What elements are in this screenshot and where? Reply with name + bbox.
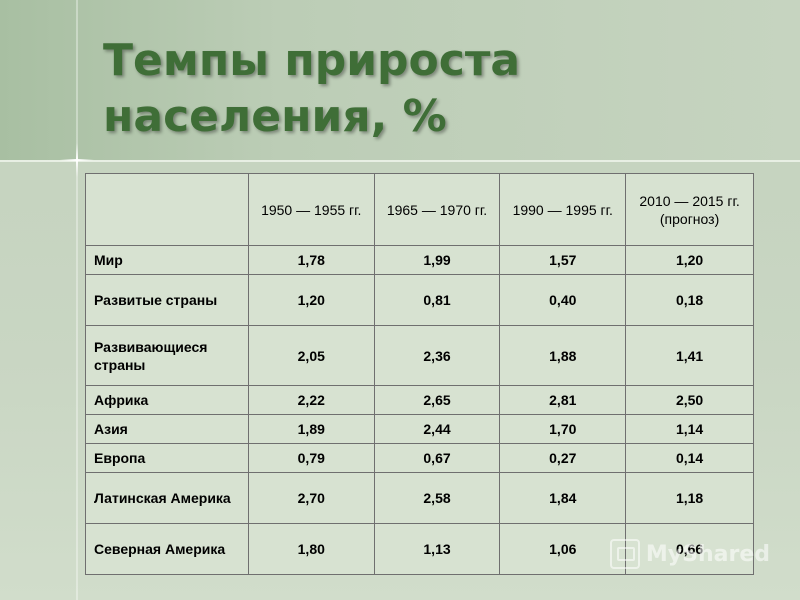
table-cell: 2,05 <box>247 325 375 386</box>
row-label: Северная Америка <box>85 523 249 575</box>
table-cell: 1,20 <box>247 274 375 326</box>
table-cell: 1,99 <box>373 245 501 275</box>
table-cell: 1,70 <box>499 414 627 444</box>
watermark-text: MyShared <box>645 541 770 567</box>
table-cell: 1,84 <box>499 472 627 524</box>
title-line-1: Темпы прироста <box>103 35 521 86</box>
table-row: Азия 1,89 2,44 1,70 1,14 <box>85 414 754 444</box>
table-header-cell: 2010 — 2015 гг. (прогноз) <box>625 173 754 246</box>
table-cell: 1,13 <box>373 523 501 575</box>
table-cell: 1,14 <box>625 414 754 444</box>
table-cell: 1,78 <box>247 245 375 275</box>
table-header-cell: 1965 — 1970 гг. <box>373 173 501 246</box>
row-label: Развитые страны <box>85 274 249 326</box>
table-header-cell: 1990 — 1995 гг. <box>499 173 627 246</box>
table-cell: 2,22 <box>247 385 375 415</box>
table-cell: 1,06 <box>499 523 627 575</box>
table-cell: 1,20 <box>625 245 754 275</box>
table-cell: 0,14 <box>625 443 754 473</box>
table-row: Развитые страны 1,20 0,81 0,40 0,18 <box>85 274 754 326</box>
table-cell: 2,36 <box>373 325 501 386</box>
table-cell: 1,80 <box>247 523 375 575</box>
vertical-accent-line <box>76 0 78 600</box>
table-cell: 1,57 <box>499 245 627 275</box>
table-cell: 1,89 <box>247 414 375 444</box>
table-cell: 0,66 <box>625 523 754 575</box>
header-divider <box>0 160 800 162</box>
row-label: Африка <box>85 385 249 415</box>
title-line-2: населения, % <box>103 91 447 142</box>
table-cell: 1,88 <box>499 325 627 386</box>
table-row: Развивающиеся страны 2,05 2,36 1,88 1,41 <box>85 325 754 386</box>
table-cell: 0,81 <box>373 274 501 326</box>
table-cell: 2,44 <box>373 414 501 444</box>
row-label: Развивающиеся страны <box>85 325 249 386</box>
table-row: Африка 2,22 2,65 2,81 2,50 <box>85 385 754 415</box>
table-row: Европа 0,79 0,67 0,27 0,14 <box>85 443 754 473</box>
header-band <box>0 0 800 160</box>
table-cell: 2,65 <box>373 385 501 415</box>
sparkle-vertical <box>76 143 78 177</box>
watermark: MyShared <box>610 538 770 570</box>
table-header-cell <box>85 173 249 246</box>
table-cell: 0,67 <box>373 443 501 473</box>
population-growth-table: 1950 — 1955 гг. 1965 — 1970 гг. 1990 — 1… <box>85 173 754 575</box>
table-row: Мир 1,78 1,99 1,57 1,20 <box>85 245 754 275</box>
row-label: Латинская Америка <box>85 472 249 524</box>
table-cell: 0,40 <box>499 274 627 326</box>
table-cell: 2,58 <box>373 472 501 524</box>
slide-title: Темпы прироста населения, % <box>103 33 520 145</box>
row-label: Мир <box>85 245 249 275</box>
table-cell: 0,27 <box>499 443 627 473</box>
table-cell: 0,18 <box>625 274 754 326</box>
row-label: Азия <box>85 414 249 444</box>
presentation-icon <box>610 539 640 569</box>
table-cell: 1,18 <box>625 472 754 524</box>
row-label: Европа <box>85 443 249 473</box>
table-header-row: 1950 — 1955 гг. 1965 — 1970 гг. 1990 — 1… <box>85 173 754 246</box>
table-cell: 2,50 <box>625 385 754 415</box>
table-cell: 2,81 <box>499 385 627 415</box>
table-cell: 0,79 <box>247 443 375 473</box>
table-row: Латинская Америка 2,70 2,58 1,84 1,18 <box>85 472 754 524</box>
table-cell: 2,70 <box>247 472 375 524</box>
table-row: Северная Америка 1,80 1,13 1,06 0,66 <box>85 523 754 575</box>
table-header-cell: 1950 — 1955 гг. <box>247 173 375 246</box>
table-cell: 1,41 <box>625 325 754 386</box>
